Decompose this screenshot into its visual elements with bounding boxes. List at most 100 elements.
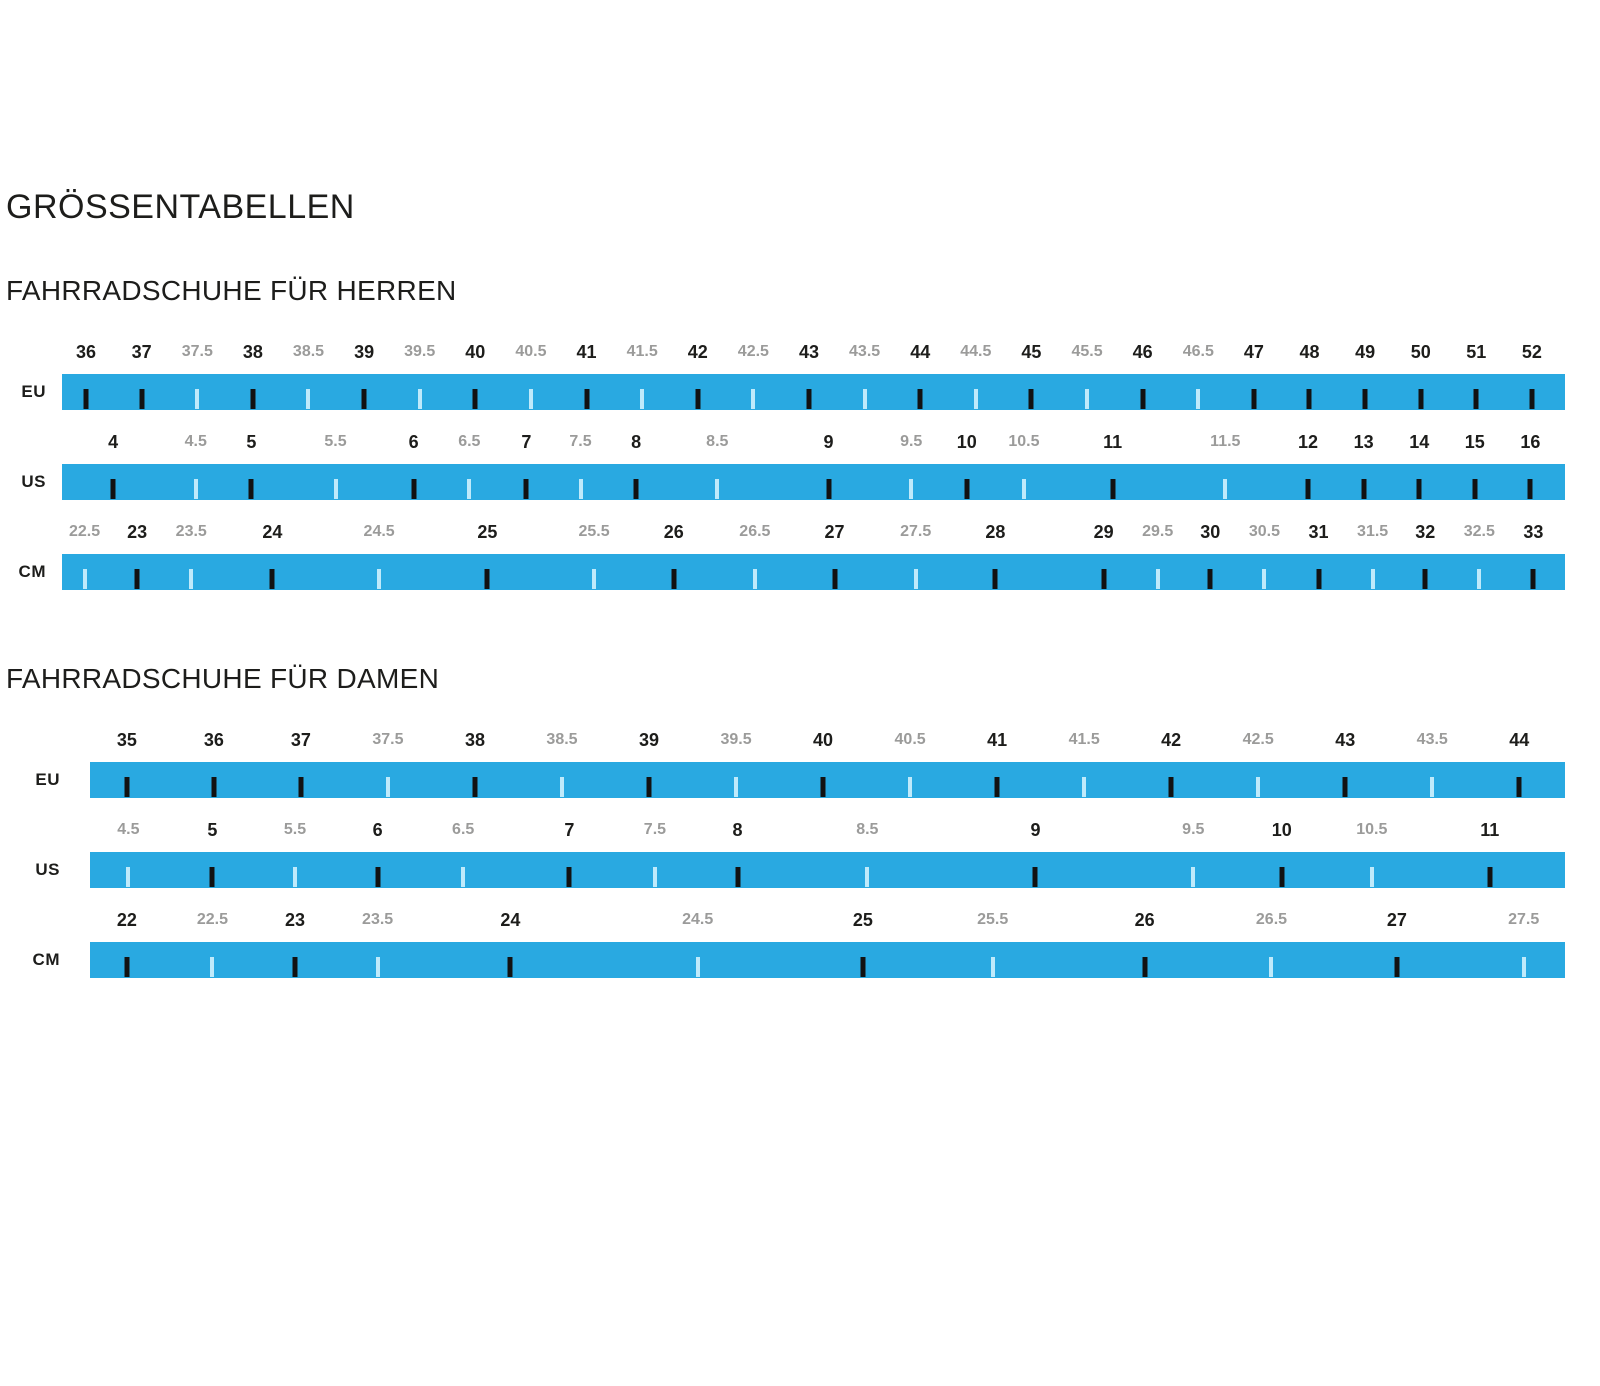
tick-mark <box>909 479 914 499</box>
scale-rows-herren: 36 37 37.5 38 38.5 39 39.5 40 40.5 41 41.5 42 42.5 43… <box>0 339 1600 590</box>
tick-mark <box>1256 777 1261 797</box>
tick-mark <box>1472 479 1478 499</box>
tick-mark <box>633 479 639 499</box>
tick-mark <box>1316 569 1321 589</box>
tick-mark <box>293 867 298 887</box>
size-label: 37 <box>290 730 311 750</box>
size-label: 16 <box>1520 432 1541 452</box>
size-label: 38 <box>242 342 263 362</box>
tick-mark <box>528 389 533 409</box>
tick-mark <box>1142 957 1148 977</box>
size-label: 26 <box>1134 910 1155 930</box>
tick-mark <box>1110 479 1116 499</box>
size-label: 27.5 <box>1508 911 1540 928</box>
size-scale-cm: 22 22.5 23 23.5 24 24.5 25 25.5 26 26.5 27 27.5 CM <box>0 907 1600 978</box>
size-label: 41.5 <box>1068 731 1100 748</box>
tick-mark <box>1521 957 1526 977</box>
size-label: 10 <box>1271 820 1292 840</box>
tick-mark <box>210 957 215 977</box>
size-label: 10 <box>956 432 977 452</box>
size-label: 5 <box>246 432 257 452</box>
tick-mark <box>1021 479 1026 499</box>
size-label: 28 <box>985 522 1006 542</box>
tick-mark <box>715 479 720 499</box>
size-label: 51 <box>1466 342 1487 362</box>
tick-mark <box>333 479 338 499</box>
tick-mark <box>862 389 867 409</box>
size-label: 27 <box>824 522 845 542</box>
size-label: 39 <box>639 730 660 750</box>
size-label: 7.5 <box>643 821 667 838</box>
size-label: 11.5 <box>1210 433 1241 450</box>
tick-mark <box>1168 777 1174 797</box>
tick-mark <box>1207 569 1213 589</box>
tick-mark <box>1422 569 1428 589</box>
tick-mark <box>1527 479 1533 499</box>
size-label: 25.5 <box>977 911 1009 928</box>
tick-mark <box>507 957 513 977</box>
size-label: 38.5 <box>546 731 578 748</box>
tick-mark <box>1196 389 1201 409</box>
size-label: 41 <box>576 342 597 362</box>
size-label: 43.5 <box>849 343 881 360</box>
tick-mark <box>193 479 198 499</box>
size-label: 25.5 <box>578 523 610 540</box>
tick-mark <box>1223 479 1228 499</box>
size-label: 24 <box>262 522 283 542</box>
tick-mark <box>1487 867 1493 887</box>
size-label: 4 <box>108 432 119 452</box>
size-label: 25 <box>852 910 873 930</box>
tick-mark <box>1085 389 1090 409</box>
section-title-damen: FAHRRADSCHUHE FÜR DAMEN <box>6 663 440 694</box>
tick-mark <box>209 867 215 887</box>
size-label: 49 <box>1355 342 1376 362</box>
size-scale-eu: 36 37 37.5 38 38.5 39 39.5 40 40.5 41 41.5 42 42.5 43… <box>0 339 1600 410</box>
page-title: GRÖSSENTABELLEN <box>6 188 355 226</box>
tick-mark <box>250 389 256 409</box>
size-label: 38 <box>464 730 485 750</box>
size-label: 33 <box>1523 522 1544 542</box>
tick-mark <box>1191 867 1196 887</box>
tick-mark <box>195 389 200 409</box>
size-label: 24.5 <box>682 911 714 928</box>
size-label: 40 <box>465 342 486 362</box>
size-label: 42.5 <box>737 343 769 360</box>
size-label: 37.5 <box>372 731 404 748</box>
size-label: 27 <box>1386 910 1407 930</box>
unit-label: EU <box>21 382 46 401</box>
tick-mark <box>411 479 417 499</box>
tick-mark <box>1362 389 1368 409</box>
tick-mark <box>973 389 978 409</box>
unit-label: US <box>21 472 46 491</box>
tick-mark <box>964 479 970 499</box>
unit-label: CM <box>18 562 46 581</box>
size-label: 5.5 <box>324 433 347 450</box>
size-label: 27.5 <box>900 523 932 540</box>
tick-mark <box>806 389 812 409</box>
size-label: 22.5 <box>196 911 228 928</box>
tick-mark <box>110 479 116 499</box>
tick-mark <box>1361 479 1367 499</box>
size-label: 8.5 <box>706 433 729 450</box>
tick-mark <box>820 777 826 797</box>
tick-mark <box>1101 569 1107 589</box>
size-label: 26 <box>663 522 684 542</box>
size-label: 23 <box>127 522 148 542</box>
tick-mark <box>1305 479 1311 499</box>
tick-mark <box>826 479 832 499</box>
tick-mark <box>417 389 422 409</box>
tick-mark <box>1529 389 1535 409</box>
tick-mark <box>1262 569 1267 589</box>
size-label: 39.5 <box>404 343 436 360</box>
tick-mark <box>646 777 652 797</box>
tick-mark <box>1140 389 1146 409</box>
tick-mark <box>298 777 304 797</box>
size-label: 29 <box>1093 522 1114 542</box>
size-label: 41.5 <box>626 343 658 360</box>
size-label: 9.5 <box>900 433 923 450</box>
tick-mark <box>1530 569 1536 589</box>
size-label: 6 <box>408 432 419 452</box>
tick-mark <box>860 957 866 977</box>
tick-mark <box>832 569 838 589</box>
tick-mark <box>82 569 87 589</box>
